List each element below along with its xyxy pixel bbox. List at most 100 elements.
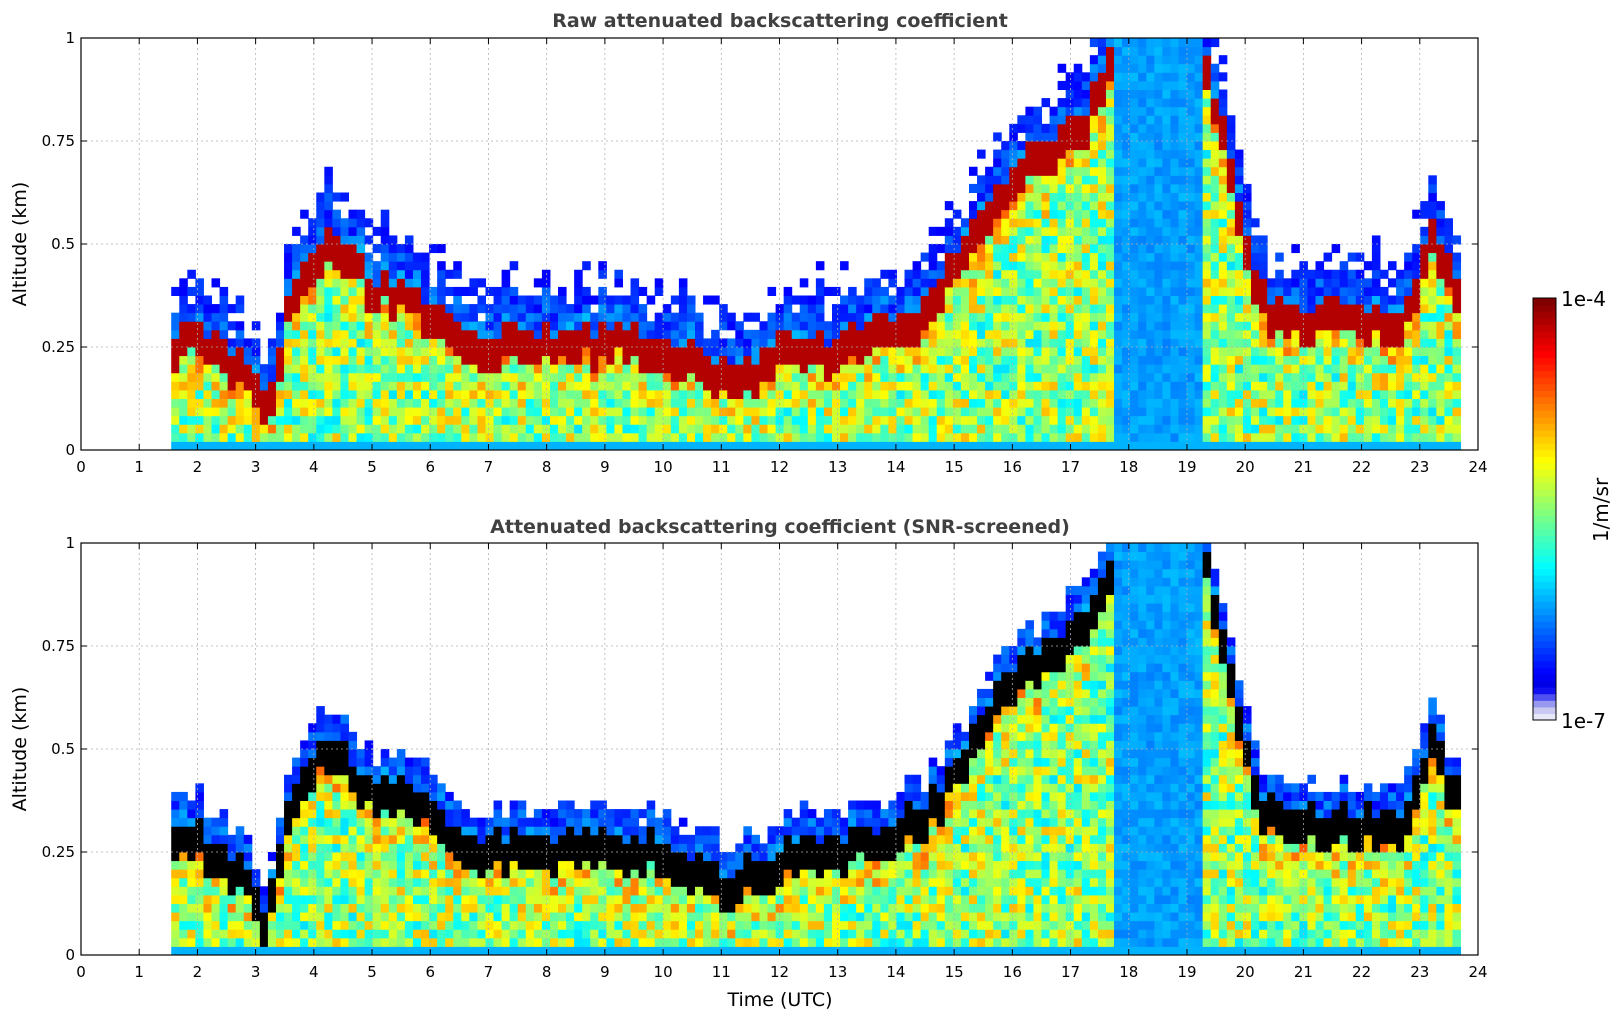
heatmap-cell [1210,72,1220,82]
heatmap-cell [670,338,680,348]
heatmap-cell [203,355,213,365]
heatmap-cell [1041,381,1051,391]
heatmap-cell [598,415,607,425]
heatmap-cell [437,834,446,844]
heatmap-cell [670,389,680,399]
heatmap-cell [735,372,744,382]
heatmap-cell [751,381,760,391]
heatmap-cell [324,903,333,913]
heatmap-cell [1452,372,1462,382]
heatmap-cell [469,920,478,930]
heatmap-cell [284,321,293,331]
heatmap-cell [1234,407,1244,417]
heatmap-cell [1122,407,1131,417]
heatmap-cell [638,424,648,434]
heatmap-cell [1323,415,1333,425]
heatmap-cell [582,338,591,348]
heatmap-cell [219,817,229,827]
heatmap-cell [485,389,495,399]
heatmap-cell [1436,252,1445,262]
heatmap-cell [340,749,350,759]
heatmap-cell [1210,218,1220,228]
heatmap-cell [380,261,390,271]
heatmap-cell [614,432,623,442]
heatmap-cell [614,381,623,391]
heatmap-cell [993,183,1002,193]
heatmap-cell [211,817,221,827]
heatmap-cell [227,946,237,956]
heatmap-cell [388,843,398,853]
heatmap-cell [952,209,962,219]
heatmap-cell [1162,141,1171,151]
heatmap-cell [1218,381,1228,391]
heatmap-cell [259,372,269,382]
heatmap-cell [195,817,204,827]
heatmap-cell [1355,312,1365,322]
heatmap-cell [356,946,366,956]
heatmap-cell [316,912,325,922]
heatmap-cell [332,389,341,399]
heatmap-cell [1009,269,1018,279]
heatmap-cell [1065,398,1075,408]
heatmap-cell [985,166,994,176]
heatmap-cell [1355,355,1365,365]
heatmap-cell [678,312,688,322]
heatmap-cell [1371,432,1381,442]
heatmap-cell [1122,209,1131,219]
heatmap-cell [1114,63,1123,73]
heatmap-cell [356,791,366,801]
heatmap-cell [235,364,245,374]
heatmap-cell [1251,261,1260,271]
heatmap-cell [396,869,406,879]
heatmap-cell [348,321,358,331]
heatmap-cell [445,869,454,879]
heatmap-cell [235,407,245,417]
heatmap-cell [936,381,946,391]
heatmap-cell [219,869,229,879]
heatmap-cell [1138,149,1147,159]
heatmap-cell [1452,338,1462,348]
heatmap-cell [993,269,1002,279]
heatmap-cell [993,132,1002,142]
heatmap-cell [477,329,486,339]
heatmap-cell [388,774,398,784]
heatmap-cell [695,398,704,408]
heatmap-cell [429,929,438,939]
heatmap-cell [421,304,430,314]
heatmap-cell [1363,347,1373,357]
heatmap-cell [719,338,728,348]
heatmap-cell [380,783,390,793]
heatmap-cell [187,877,196,887]
heatmap-cell [1379,312,1389,322]
heatmap-cell [308,791,317,801]
heatmap-cell [284,347,293,357]
heatmap-cell [1073,166,1083,176]
heatmap-cell [1162,175,1171,185]
heatmap-cell [1339,432,1349,442]
heatmap-cell [1057,63,1067,73]
heatmap-cell [388,278,398,288]
heatmap-cell [1347,407,1357,417]
heatmap-cell [461,826,470,836]
heatmap-cell [1420,389,1429,399]
heatmap-cell [904,321,914,331]
heatmap-cell [574,398,583,408]
heatmap-cell [1065,123,1075,133]
heatmap-cell [243,894,253,904]
heatmap-cell [348,261,358,271]
heatmap-cell [928,304,938,314]
heatmap-cell [437,424,446,434]
heatmap-cell [1065,149,1075,159]
heatmap-cell [848,415,857,425]
heatmap-cell [227,398,237,408]
heatmap-cell [807,407,817,417]
heatmap-cell [356,261,366,271]
heatmap-cell [1097,98,1107,108]
heatmap-cell [912,261,922,271]
heatmap-cell [1331,269,1341,279]
heatmap-cell [1009,286,1018,296]
heatmap-cell [566,364,575,374]
heatmap-cell [211,903,221,913]
heatmap-cell [1138,295,1147,305]
heatmap-cell [977,226,986,236]
